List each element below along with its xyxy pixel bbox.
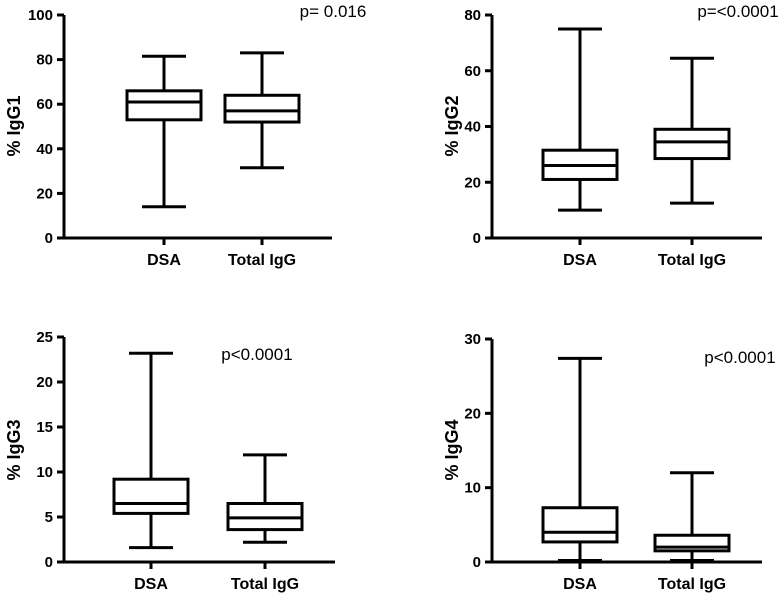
panel3-category-label-1: Total IgG [231,576,299,593]
panel1-y-tick-label-3: 60 [36,96,53,113]
panel2-y-tick-label-3: 60 [464,63,481,80]
panel4-box-0-iqr [541,506,619,544]
panel1-box-1-iqr [223,93,301,124]
panel4-box-1-iqr [653,533,731,553]
panel3-y-tick-label-4: 20 [36,374,53,391]
panel4-y-tick-label-0: 0 [473,554,481,571]
panel4-y-tick-label-2: 20 [464,405,481,422]
panel3-category-label-0: DSA [134,576,168,593]
panel2-y-tick-label-2: 40 [464,119,481,136]
panel3-y-tick-label-5: 25 [36,329,53,346]
panel3-y-tick-label-1: 5 [45,509,53,526]
panel1-category-label-1: Total IgG [228,252,296,269]
panel1-y-tick-label-0: 0 [45,230,53,247]
panel2-y-axis-title: % IgG2 [442,95,462,156]
panel1-box-0-iqr [125,89,203,122]
panel2-category-label-1: Total IgG [658,252,726,269]
panel4-y-tick-label-1: 10 [464,480,481,497]
panel3-box-0-iqr [112,477,190,515]
panel3-y-tick-label-3: 15 [36,419,53,436]
panel2-y-tick-label-4: 80 [464,7,481,24]
panel2-p-value: p=<0.0001 [697,2,778,21]
panel4-y-axis-title: % IgG4 [442,419,462,480]
panel1-y-tick-label-1: 20 [36,185,53,202]
panel2-box-1-iqr [653,127,731,161]
panel1-p-value: p= 0.016 [300,2,367,21]
panel2-y-tick-label-1: 20 [464,174,481,191]
panel2-category-label-0: DSA [563,252,597,269]
panel3-y-tick-label-2: 10 [36,464,53,481]
panel4-category-label-0: DSA [563,576,597,593]
panel2-y-tick-label-0: 0 [473,230,481,247]
panel1-y-tick-label-4: 80 [36,52,53,69]
panel4-category-label-1: Total IgG [658,576,726,593]
panel1-y-tick-label-2: 40 [36,141,53,158]
panel3-y-tick-label-0: 0 [45,554,53,571]
panel1-y-tick-label-5: 100 [28,7,53,24]
panel1-y-axis-title: % IgG1 [4,95,24,156]
panel3-p-value: p<0.0001 [221,345,292,364]
panel3-y-axis-title: % IgG3 [4,419,24,480]
panel1-category-label-0: DSA [147,252,181,269]
panel4-p-value: p<0.0001 [704,348,775,367]
panel4-y-tick-label-3: 30 [464,331,481,348]
